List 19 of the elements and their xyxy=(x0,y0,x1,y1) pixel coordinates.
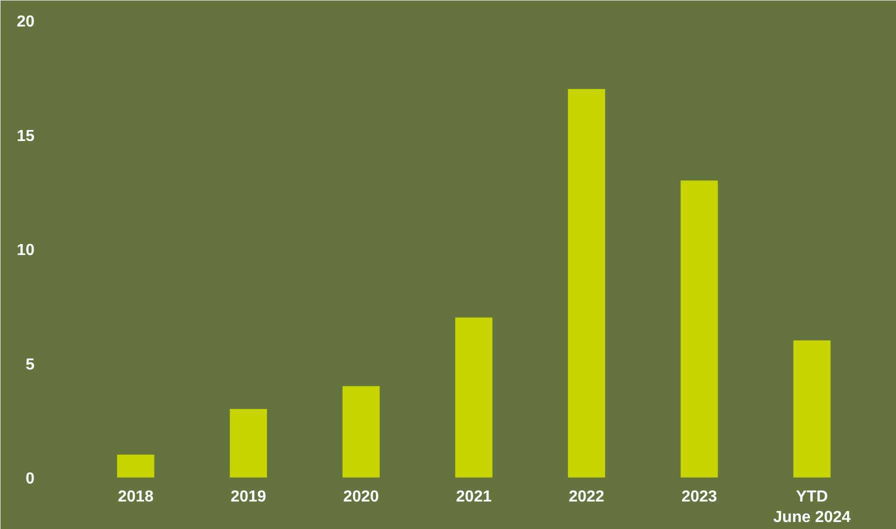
x-tick-label: 2019 xyxy=(230,488,266,506)
y-tick-label: 0 xyxy=(26,470,35,488)
y-tick-label: 5 xyxy=(26,356,35,374)
x-tick-label: 2023 xyxy=(681,488,718,506)
x-tick-label: YTD June 2024 xyxy=(773,488,851,526)
x-tick-label: 2022 xyxy=(568,488,604,506)
bar xyxy=(455,318,492,478)
y-tick-label: 15 xyxy=(16,128,35,145)
x-tick-label: 2021 xyxy=(456,488,492,506)
bar xyxy=(117,454,154,478)
x-tick-label: 2018 xyxy=(118,488,154,506)
y-tick-label: 10 xyxy=(16,242,35,259)
bar xyxy=(342,386,380,478)
bar xyxy=(230,408,267,478)
bar xyxy=(680,180,718,478)
bar xyxy=(793,340,831,478)
y-tick-label: 20 xyxy=(16,14,35,30)
x-tick-label: 2020 xyxy=(343,488,379,506)
bar xyxy=(568,89,606,478)
